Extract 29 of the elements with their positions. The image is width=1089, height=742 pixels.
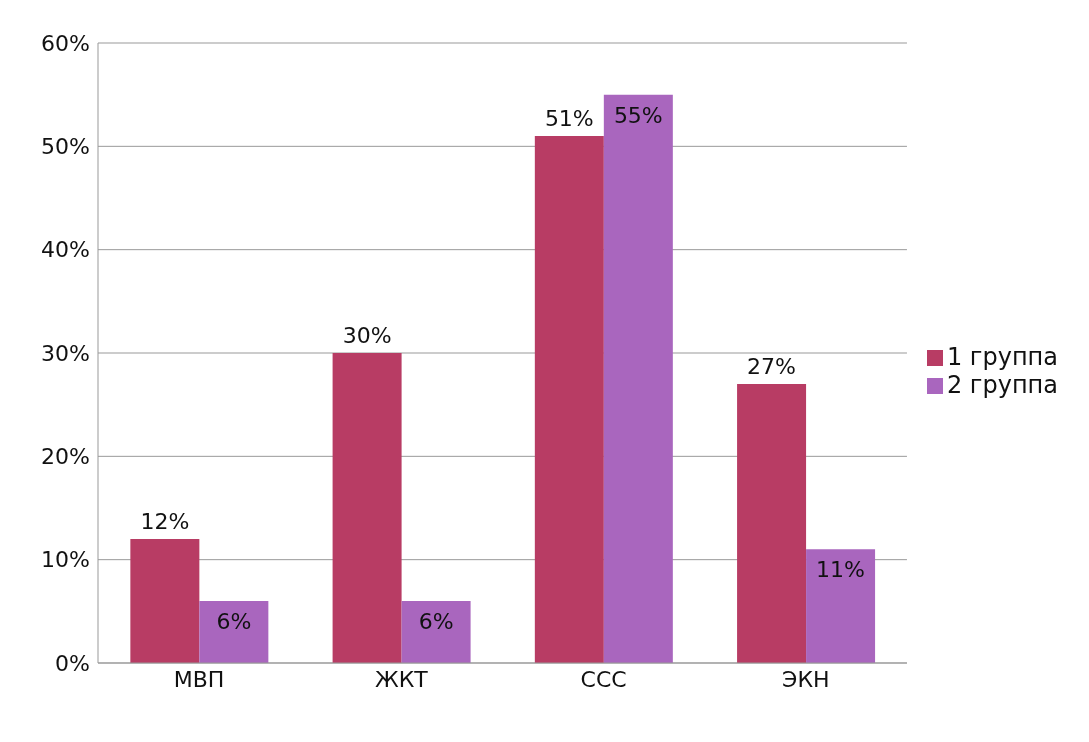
data-label: 30% xyxy=(342,323,392,348)
bar xyxy=(534,136,604,663)
legend-label: 2 группа xyxy=(946,370,1058,399)
data-label: 6% xyxy=(216,609,252,634)
data-label: 11% xyxy=(816,557,866,583)
y-tick-label: 60% xyxy=(41,30,90,56)
y-tick-label: 10% xyxy=(41,547,90,573)
bar xyxy=(199,601,269,663)
bar xyxy=(737,384,807,663)
bar xyxy=(603,94,673,663)
bar xyxy=(401,601,471,663)
legend-label: 1 группа xyxy=(946,342,1058,371)
y-tick-label: 0% xyxy=(55,650,90,676)
y-tick-label: 40% xyxy=(41,237,90,263)
y-tick-label: 20% xyxy=(41,444,90,470)
data-label: 27% xyxy=(747,354,797,379)
y-tick-label: 30% xyxy=(41,340,90,366)
bar xyxy=(806,549,876,663)
data-label: 51% xyxy=(544,106,594,131)
data-label: 12% xyxy=(140,509,190,534)
data-label: 55% xyxy=(613,102,663,128)
x-tick-label: ЭКН xyxy=(782,666,830,692)
y-tick-label: 50% xyxy=(41,134,90,160)
data-label: 6% xyxy=(418,609,454,634)
x-tick-label: ЖКТ xyxy=(374,666,429,692)
x-tick-label: ССС xyxy=(580,666,627,692)
bar xyxy=(332,353,402,663)
bar xyxy=(130,539,200,663)
x-tick-label: МВП xyxy=(173,666,225,692)
